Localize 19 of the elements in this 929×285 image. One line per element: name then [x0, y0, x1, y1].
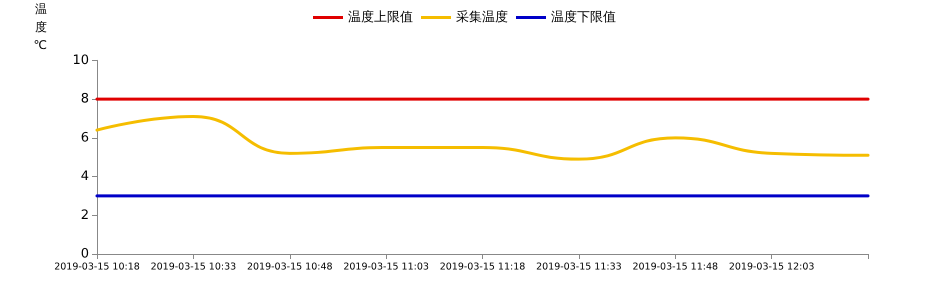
y-tick-label: 8 [80, 92, 89, 107]
legend-label: 采集温度 [456, 9, 508, 25]
x-tick-label: 2019-03-15 11:33 [536, 262, 622, 272]
y-tick-label: 0 [80, 246, 89, 262]
y-tick-label: 4 [80, 169, 89, 184]
legend-label: 温度下限值 [551, 9, 616, 25]
x-tick-label: 2019-03-15 11:03 [343, 262, 429, 272]
x-tick-label: 2019-03-15 11:48 [632, 262, 718, 272]
x-tick-label: 2019-03-15 12:03 [728, 262, 814, 272]
y-tick-label: 6 [80, 130, 89, 146]
y-axis-title: 温度℃ [34, 2, 47, 52]
legend-label: 温度上限值 [348, 9, 413, 25]
x-tick-label: 2019-03-15 11:18 [440, 262, 526, 272]
y-tick-label: 10 [72, 52, 89, 68]
y-tick-label: 2 [80, 208, 89, 223]
line-series [96, 115, 870, 161]
x-tick-label: 2019-03-15 10:18 [54, 262, 140, 272]
x-tick-label: 2019-03-15 10:33 [150, 262, 236, 272]
x-tick-label: 2019-03-15 10:48 [246, 262, 333, 272]
